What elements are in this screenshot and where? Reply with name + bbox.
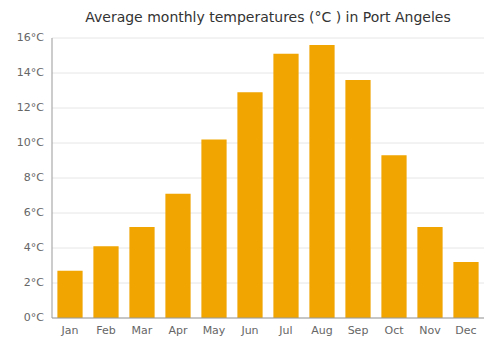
y-tick-label: 8°C [24,171,44,184]
y-tick-label: 14°C [17,66,44,79]
x-tick-label: Apr [168,324,188,337]
x-tick-label: Nov [419,324,441,337]
page: {"chart_data": {"type": "bar", "title": … [0,0,500,350]
grid-line [52,108,484,109]
grid-line [52,143,484,144]
x-tick-label: May [203,324,226,337]
y-tick-label: 12°C [17,101,44,114]
grid-line [52,318,484,319]
x-axis: Jan Feb Mar Apr May Jun Jul Aug Sep Oct Nov Dec [61,324,477,337]
chart-container: 0°C 2°C 4°C 6°C 8°C 10°C 12°C 14°C 16°C Jan Feb Mar… [0,0,500,350]
x-tick-label: Feb [96,324,115,337]
chart-svg: 0°C 2°C 4°C 6°C 8°C 10°C 12°C 14°C 16°C Jan Feb Mar… [0,0,500,350]
x-tick-label: Sep [348,324,369,337]
bar [309,45,334,318]
grid-line [52,73,484,74]
x-tick-label: Mar [132,324,153,337]
grid-line [52,213,484,214]
x-tick-label: Oct [384,324,404,337]
bar [165,194,190,318]
bar [129,227,154,318]
bar [201,140,226,319]
y-tick-label: 4°C [24,241,44,254]
y-tick-label: 10°C [17,136,44,149]
x-tick-label: Jul [278,324,292,337]
grid-line [52,178,484,179]
bar [381,155,406,318]
bars [57,45,478,318]
x-axis-line [52,318,484,319]
bar [57,271,82,318]
bar [345,80,370,318]
bar [237,92,262,318]
y-axis-line [52,38,53,318]
y-tick-label: 6°C [24,206,44,219]
x-tick-label: Aug [311,324,332,337]
grid-line [52,38,484,39]
x-tick-label: Dec [455,324,476,337]
bar [93,246,118,318]
x-tick-label: Jan [61,324,79,337]
y-tick-label: 0°C [24,311,44,324]
bar [453,262,478,318]
y-axis: 0°C 2°C 4°C 6°C 8°C 10°C 12°C 14°C 16°C [17,31,484,324]
bar [417,227,442,318]
y-tick-label: 16°C [17,31,44,44]
bar [273,54,298,318]
title: Average monthly temperatures (°C ) in Po… [85,9,451,25]
x-tick-label: Jun [240,324,258,337]
y-tick-label: 2°C [24,276,44,289]
